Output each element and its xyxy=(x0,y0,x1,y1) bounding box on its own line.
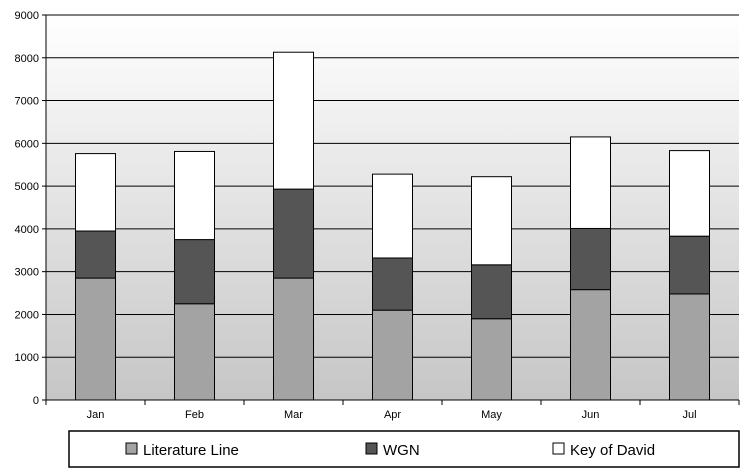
x-tick-label: Jul xyxy=(682,409,696,421)
bar-segment-key-of-david xyxy=(174,150,215,241)
bar-segment-literature-line xyxy=(471,318,512,401)
legend-label: Key of David xyxy=(570,442,655,459)
bar-segment-wgn xyxy=(570,227,611,291)
bar-segment-wgn xyxy=(669,235,710,295)
y-tick-label: 7000 xyxy=(15,96,39,108)
bar-segment-wgn xyxy=(273,188,314,279)
legend-swatch xyxy=(552,442,565,455)
bar-segment-wgn xyxy=(75,230,116,279)
legend-label: WGN xyxy=(383,442,420,459)
y-tick-label: 6000 xyxy=(15,138,39,150)
legend-swatch xyxy=(365,442,378,455)
bar-segment-key-of-david xyxy=(471,176,512,266)
bar-segment-literature-line xyxy=(372,309,413,401)
y-tick-label: 2000 xyxy=(15,309,39,321)
x-tick-label: Jun xyxy=(582,409,600,421)
y-tick-label: 1000 xyxy=(15,352,39,364)
bar-segment-literature-line xyxy=(75,277,116,401)
y-tick-label: 0 xyxy=(33,395,39,407)
bar-segment-literature-line xyxy=(174,303,215,401)
x-tick-label: Feb xyxy=(185,409,204,421)
bar-segment-wgn xyxy=(372,257,413,311)
y-tick-label: 8000 xyxy=(15,53,39,65)
bar-segment-key-of-david xyxy=(75,153,116,232)
x-tick-label: Apr xyxy=(384,409,401,421)
y-tick-label: 3000 xyxy=(15,267,39,279)
legend-swatch xyxy=(125,442,138,455)
bar-segment-key-of-david xyxy=(669,150,710,237)
bar-segment-wgn xyxy=(174,239,215,305)
y-tick-label: 5000 xyxy=(15,181,39,193)
x-tick-label: Mar xyxy=(284,409,303,421)
bar-segment-literature-line xyxy=(669,293,710,401)
x-tick-label: Jan xyxy=(87,409,105,421)
bar-segment-key-of-david xyxy=(372,173,413,259)
legend-label: Literature Line xyxy=(143,442,239,459)
bar-segment-literature-line xyxy=(570,289,611,401)
y-tick-label: 9000 xyxy=(15,10,39,22)
bar-segment-key-of-david xyxy=(570,136,611,229)
bar-segment-literature-line xyxy=(273,277,314,401)
x-tick-label: May xyxy=(481,409,502,421)
y-tick-label: 4000 xyxy=(15,224,39,236)
bar-segment-key-of-david xyxy=(273,51,314,190)
bar-segment-wgn xyxy=(471,264,512,320)
legend-box xyxy=(68,430,740,468)
